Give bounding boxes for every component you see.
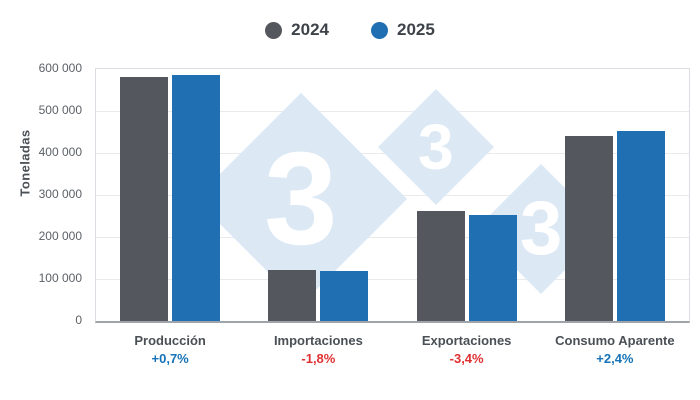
bar-groups: Producción +0,7% Importaciones -1,8% Exporta… bbox=[96, 69, 689, 366]
category-label: Consumo Aparente bbox=[555, 333, 675, 348]
y-tick-label: 100 000 bbox=[38, 271, 82, 285]
category-label: Producción bbox=[134, 333, 206, 348]
delta-label: -1,8% bbox=[301, 351, 336, 366]
bar-group-2: Importaciones -1,8% bbox=[268, 69, 369, 366]
bar-2025 bbox=[616, 131, 665, 321]
bar-2025 bbox=[172, 75, 221, 321]
bar-2024 bbox=[120, 76, 169, 321]
bar-group-4: Consumo Aparente +2,4% bbox=[555, 69, 675, 366]
bar-2024 bbox=[564, 135, 613, 321]
bar-2024 bbox=[268, 269, 317, 321]
bar-2024 bbox=[416, 210, 465, 321]
delta-label: +2,4% bbox=[596, 351, 634, 366]
legend-item-2024: 2024 bbox=[265, 20, 329, 40]
delta-label: -3,4% bbox=[449, 351, 484, 366]
legend: 2024 2025 bbox=[0, 20, 700, 40]
bar-2025 bbox=[320, 270, 369, 321]
legend-label: 2025 bbox=[397, 20, 435, 39]
category-label: Exportaciones bbox=[421, 333, 512, 348]
category-label: Importaciones bbox=[273, 333, 363, 348]
gridline bbox=[96, 279, 689, 280]
delta-label: +0,7% bbox=[151, 351, 189, 366]
y-tick-label: 300 000 bbox=[38, 187, 82, 201]
legend-label: 2024 bbox=[291, 20, 329, 39]
legend-item-2025: 2025 bbox=[371, 20, 435, 40]
bar-2025 bbox=[468, 214, 517, 321]
legend-swatch bbox=[371, 21, 388, 39]
y-tick-label: 200 000 bbox=[38, 229, 82, 243]
legend-swatch bbox=[265, 21, 283, 39]
bar-group-3: Exportaciones -3,4% bbox=[416, 69, 517, 366]
y-tick-label: 600 000 bbox=[38, 61, 82, 75]
y-tick-label: 500 000 bbox=[38, 103, 82, 117]
gridline bbox=[96, 111, 689, 112]
y-tick-label: 0 bbox=[75, 313, 82, 327]
y-axis-ticks: 600 000 500 000 400 000 300 000 200 000 100 0… bbox=[0, 61, 90, 327]
y-tick-label: 400 000 bbox=[38, 145, 82, 159]
gridline bbox=[96, 237, 689, 238]
bar-group-1: Producción +0,7% bbox=[120, 69, 221, 366]
